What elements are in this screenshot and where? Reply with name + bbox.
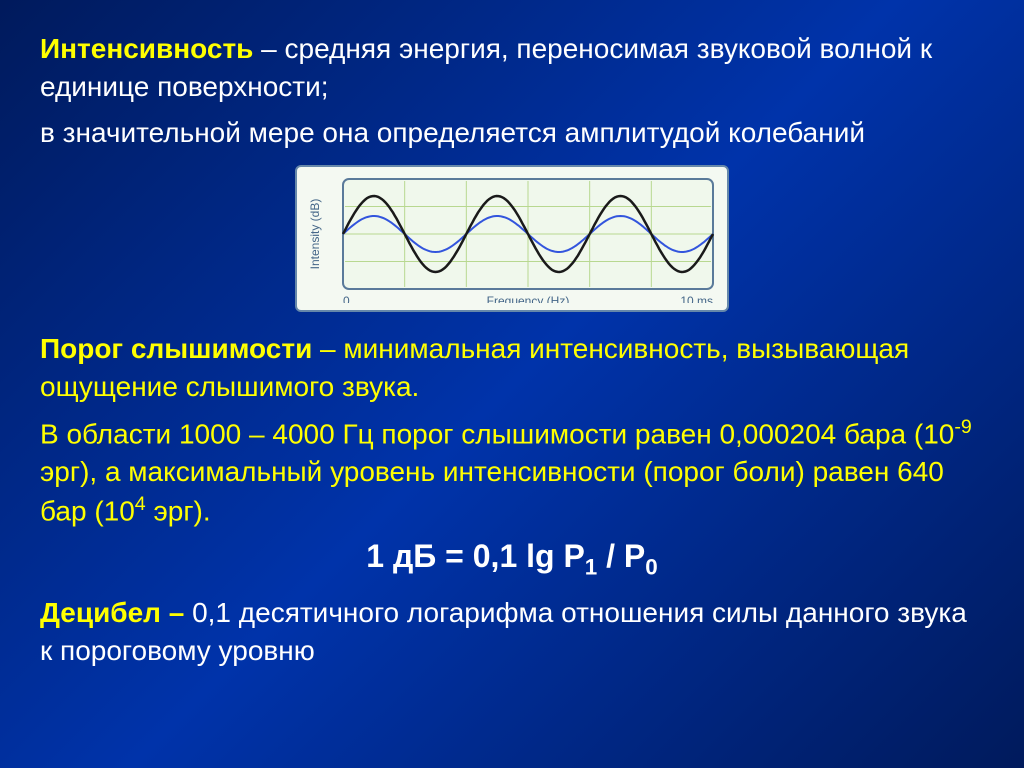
term-threshold: Порог слышимости bbox=[40, 333, 312, 364]
svg-text:Intensity (dB): Intensity (dB) bbox=[308, 199, 322, 270]
formula-pre: 1 дБ = 0,1 lg P bbox=[366, 538, 585, 574]
intensity-def-2: в значительной мере она определяется амп… bbox=[40, 114, 984, 152]
svg-text:10 ms: 10 ms bbox=[680, 294, 713, 303]
thr-exp1: -9 bbox=[954, 416, 971, 438]
thr-txt-a: В области 1000 – 4000 Гц порог слышимост… bbox=[40, 418, 954, 449]
chart-container: Intensity (dB) Frequency (Hz) 0 10 ms bbox=[40, 165, 984, 312]
threshold-paragraph: Порог слышимости – минимальная интенсивн… bbox=[40, 330, 984, 406]
formula-sub2: 0 bbox=[645, 554, 657, 579]
chart-box: Intensity (dB) Frequency (Hz) 0 10 ms bbox=[295, 165, 729, 312]
svg-text:Frequency (Hz): Frequency (Hz) bbox=[487, 294, 570, 303]
term-intensity: Интенсивность bbox=[40, 33, 253, 64]
svg-text:0: 0 bbox=[343, 294, 350, 303]
decibel-formula: 1 дБ = 0,1 lg P1 / P0 bbox=[40, 538, 984, 580]
thr-txt-c: эрг). bbox=[146, 495, 211, 526]
decibel-paragraph: Децибел – 0,1 десятичного логарифма отно… bbox=[40, 594, 984, 670]
term-decibel: Децибел – bbox=[40, 597, 184, 628]
threshold-values: В области 1000 – 4000 Гц порог слышимост… bbox=[40, 414, 984, 530]
formula-sub1: 1 bbox=[585, 554, 597, 579]
formula-mid: / P bbox=[597, 538, 645, 574]
thr-exp2: 4 bbox=[135, 493, 146, 515]
intensity-paragraph: Интенсивность – средняя энергия, перенос… bbox=[40, 30, 984, 106]
wave-chart-svg: Intensity (dB) Frequency (Hz) 0 10 ms bbox=[307, 173, 717, 303]
